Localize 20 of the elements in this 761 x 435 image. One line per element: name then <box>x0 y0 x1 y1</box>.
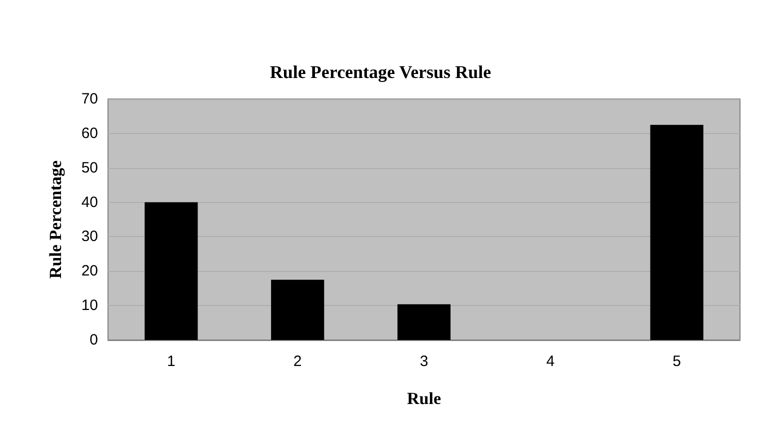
y-axis-title: Rule Percentage <box>46 160 65 279</box>
bar <box>144 202 198 340</box>
y-tick-label: 70 <box>81 90 98 108</box>
y-tick-label: 20 <box>81 262 98 280</box>
x-tick-label: 4 <box>546 353 555 370</box>
y-tick-label: 40 <box>81 194 98 211</box>
y-tick-label: 50 <box>81 159 98 176</box>
chart-title: Rule Percentage Versus Rule <box>270 62 492 82</box>
bar <box>650 124 704 340</box>
y-tick-label: 10 <box>81 297 98 314</box>
x-tick-label: 1 <box>167 353 176 370</box>
y-tick-label: 30 <box>81 228 98 246</box>
x-tick-label: 3 <box>420 353 428 370</box>
x-axis-title: Rule <box>407 389 442 408</box>
y-tick-label: 0 <box>90 332 98 348</box>
x-tick-label: 5 <box>672 353 681 370</box>
bar <box>397 304 451 340</box>
x-tick-label: 2 <box>293 353 302 370</box>
y-tick-label: 60 <box>81 124 98 142</box>
bar <box>271 280 324 340</box>
